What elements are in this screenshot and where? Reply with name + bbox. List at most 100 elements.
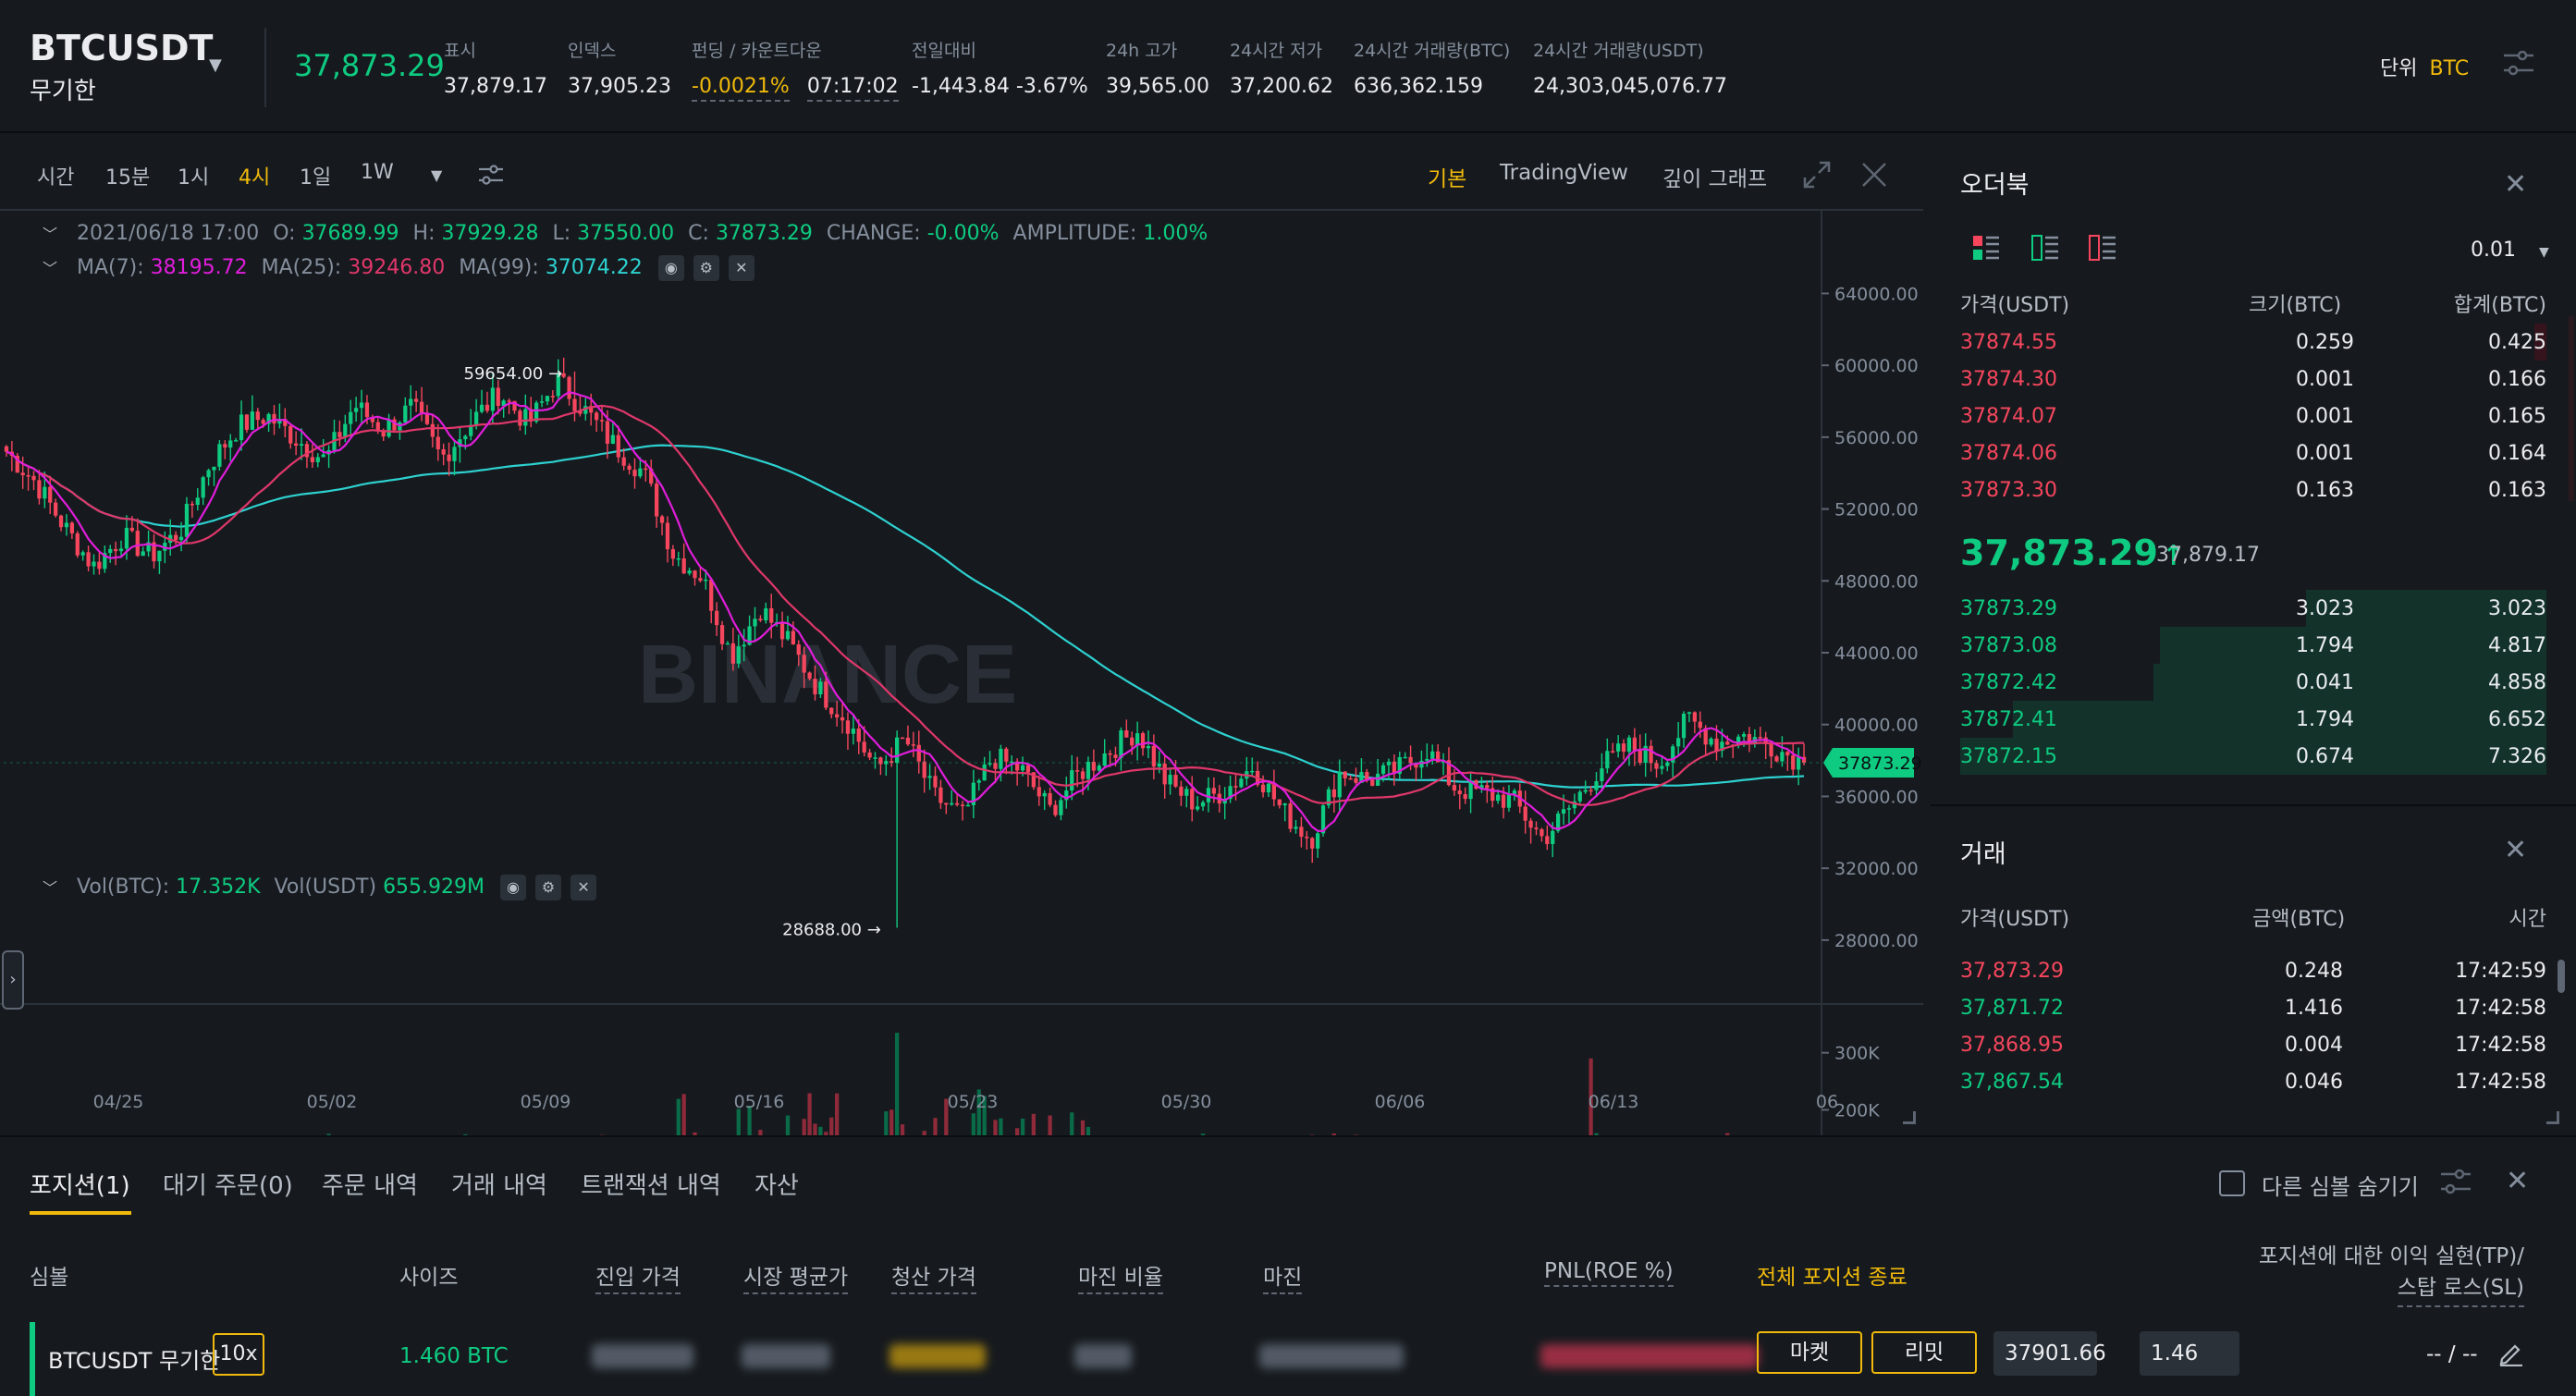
trade-row[interactable]: 37,871.72 1.416 17:42:58	[1960, 997, 2546, 1030]
col-pnl[interactable]: PNL(ROE %)	[1544, 1259, 1674, 1287]
timeframe-1w[interactable]: 1W	[361, 161, 394, 184]
volume-bar	[1589, 1058, 1593, 1135]
tab-transaction-history[interactable]: 트랜잭션 내역	[581, 1172, 721, 1200]
active-tab-underline	[30, 1211, 131, 1215]
leverage-button[interactable]: 10x	[213, 1333, 264, 1376]
candle-body	[375, 422, 380, 432]
collapse-chevron-icon[interactable]: ﹀	[43, 260, 58, 277]
col-liq-price[interactable]: 청산 가격	[891, 1259, 976, 1294]
bid-row[interactable]: 37872.15 0.674 7.326	[1960, 738, 2546, 775]
ma7-value: 38195.72	[150, 256, 248, 279]
gear-icon[interactable]: ⚙	[535, 875, 562, 900]
precision-select[interactable]: 0.01 ▼	[2471, 239, 2549, 262]
symbol-dropdown-icon[interactable]: ▼	[209, 55, 222, 75]
edit-icon[interactable]	[2496, 1339, 2524, 1366]
tab-trade-history[interactable]: 거래 내역	[451, 1172, 547, 1200]
collapse-chevron-icon[interactable]: ﹀	[43, 226, 58, 243]
view-basic[interactable]: 기본	[1428, 167, 1467, 191]
bid-row[interactable]: 37873.08 1.794 4.817	[1960, 627, 2546, 664]
close-icon[interactable]: ✕	[728, 255, 754, 281]
limit-close-button[interactable]: 리밋	[1871, 1331, 1977, 1374]
position-symbol[interactable]: BTCUSDT 무기한	[48, 1348, 221, 1374]
stat-label: 표시	[444, 41, 476, 61]
close-icon[interactable]: ✕	[570, 875, 597, 900]
close-icon[interactable]: ✕	[2506, 1165, 2530, 1197]
col-mark-price[interactable]: 시장 평균가	[743, 1259, 849, 1294]
market-close-button[interactable]: 마켓	[1757, 1331, 1862, 1374]
row-price: 37872.41	[1960, 708, 2057, 731]
tab-positions[interactable]: 포지션(1)	[30, 1172, 130, 1200]
mid-price-value: 37,873.29	[1960, 533, 2158, 573]
orderbook-mid-price[interactable]: 37,873.29 ↑	[1960, 533, 2185, 573]
close-icon[interactable]: ✕	[2504, 168, 2528, 201]
orderbook-scrollbar[interactable]	[2569, 316, 2574, 501]
orderbook-view-both-icon[interactable]	[1971, 233, 2001, 263]
bid-row[interactable]: 37873.29 3.023 3.023	[1960, 590, 2546, 627]
col-margin-ratio[interactable]: 마진 비율	[1078, 1259, 1163, 1294]
limit-qty-input[interactable]: 1.46	[2140, 1331, 2239, 1376]
trade-row[interactable]: 37,873.29 0.248 17:42:59	[1960, 960, 2546, 993]
view-depth[interactable]: 깊이 그래프	[1662, 167, 1768, 191]
gear-icon[interactable]: ⚙	[693, 255, 719, 281]
limit-price-input[interactable]: 37901.66	[1993, 1331, 2106, 1376]
candle-body	[48, 486, 53, 503]
ask-row[interactable]: 37874.07 0.001 0.165	[1960, 398, 2546, 433]
symbol-name[interactable]: BTCUSDT	[30, 28, 214, 68]
ask-row[interactable]: 37874.55 0.259 0.425	[1960, 324, 2546, 361]
timeframe-more-icon[interactable]: ▼	[431, 166, 443, 184]
row-total: 4.817	[2488, 634, 2546, 657]
bid-row[interactable]: 37872.41 1.794 6.652	[1960, 701, 2546, 738]
ohlc-amp-label: AMPLITUDE:	[1012, 222, 1137, 245]
collapse-chevron-icon[interactable]: ﹀	[43, 879, 58, 897]
timeframe-15m[interactable]: 15분	[105, 166, 151, 190]
volume-bar	[747, 1106, 752, 1135]
close-chart-icon[interactable]	[1860, 161, 1888, 189]
stat-label: 24시간 거래량(USDT)	[1533, 41, 1704, 61]
hide-other-symbols-checkbox[interactable]	[2219, 1170, 2245, 1196]
tpsl-header-line2: 스탑 로스(SL)	[2397, 1272, 2524, 1307]
indicator-settings-icon[interactable]	[477, 161, 505, 189]
resize-handle[interactable]	[1903, 1111, 1916, 1124]
col-margin[interactable]: 마진	[1263, 1259, 1303, 1294]
col-entry-price[interactable]: 진입 가격	[595, 1259, 681, 1294]
candle-body	[1665, 762, 1670, 766]
sliders-icon[interactable]	[2502, 46, 2535, 80]
tab-assets[interactable]: 자산	[754, 1172, 799, 1200]
close-icon[interactable]: ✕	[2504, 834, 2528, 866]
trade-row[interactable]: 37,867.54 0.046 17:42:58	[1960, 1071, 2546, 1104]
row-price: 37874.07	[1960, 405, 2057, 428]
unit-selector[interactable]: 단위 BTC	[2380, 52, 2469, 81]
timeframe-1h[interactable]: 1시	[178, 166, 210, 190]
ask-row[interactable]: 37874.30 0.001 0.166	[1960, 361, 2546, 396]
price-chart[interactable]: BINANCE 64000.0060000.0056000.0052000.00…	[0, 211, 1923, 1135]
candle-body	[1797, 756, 1801, 770]
candle-body	[1660, 765, 1664, 769]
tab-open-orders[interactable]: 대기 주문(0)	[163, 1172, 293, 1200]
stat-24h-low: 24시간 저가 37,200.62	[1230, 37, 1333, 98]
resize-handle[interactable]	[2546, 1111, 2559, 1124]
timeframe-1d[interactable]: 1일	[300, 166, 332, 190]
timeframe-4h[interactable]: 4시	[239, 166, 271, 190]
bid-row[interactable]: 37872.42 0.041 4.858	[1960, 664, 2546, 701]
expand-sidebar-handle[interactable]: ›	[2, 950, 24, 1010]
timeframe-time[interactable]: 시간	[37, 166, 75, 190]
orderbook-view-bids-icon[interactable]	[2030, 233, 2060, 263]
close-all-positions-button[interactable]: 전체 포지션 종료	[1757, 1266, 1907, 1290]
eye-icon[interactable]: ◉	[500, 875, 527, 900]
orderbook-view-asks-icon[interactable]	[2088, 233, 2117, 263]
candle-body	[950, 802, 954, 805]
ask-row[interactable]: 37873.30 0.163 0.163	[1960, 471, 2546, 507]
eye-icon[interactable]: ◉	[657, 255, 684, 281]
trade-row[interactable]: 37,868.95 0.004 17:42:58	[1960, 1034, 2546, 1067]
ask-row[interactable]: 37874.06 0.001 0.164	[1960, 435, 2546, 470]
fullscreen-icon[interactable]	[1801, 159, 1833, 190]
candle-body	[58, 515, 64, 528]
trades-scrollbar[interactable]	[2558, 960, 2565, 993]
view-tradingview[interactable]: TradingView	[1500, 161, 1628, 185]
tab-order-history[interactable]: 주문 내역	[322, 1172, 418, 1200]
row-size: 0.674	[2296, 745, 2354, 768]
sliders-icon[interactable]	[2439, 1165, 2472, 1198]
low-price-marker: 28688.00 →	[782, 920, 881, 939]
volume-info: ﹀ Vol(BTC): 17.352K Vol(USDT) 655.929M ◉…	[43, 875, 597, 900]
redacted-mark-price	[742, 1344, 830, 1368]
